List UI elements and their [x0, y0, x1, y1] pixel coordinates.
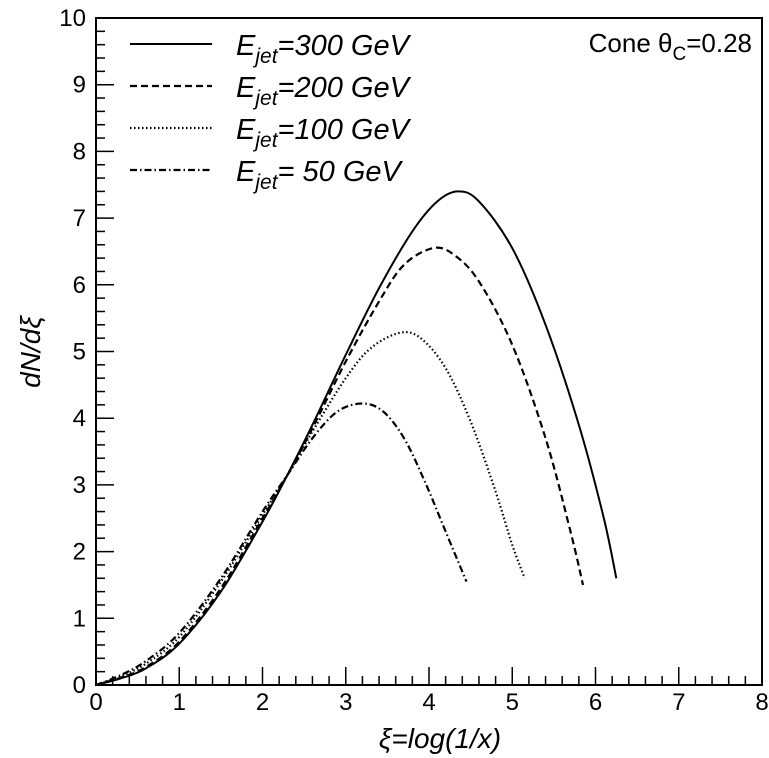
y-axis-label: dN/dξ — [15, 315, 46, 388]
axes-layer — [95, 17, 763, 686]
y-tick-label: 6 — [73, 272, 86, 299]
x-tick-label: 5 — [506, 689, 519, 716]
y-tick-label: 4 — [73, 405, 86, 432]
y-tick-label: 8 — [73, 138, 86, 165]
y-tick-label: 1 — [73, 605, 86, 632]
y-tick-label: 7 — [73, 205, 86, 232]
legend: Ejet=300 GeV Ejet=200 GeV Ejet=100 GeV Ejet… — [130, 30, 412, 194]
labels-layer: 0 1 2 3 4 5 6 7 8 0 1 2 3 4 5 6 7 8 9 10 — [59, 5, 768, 716]
series-layer — [95, 190, 618, 687]
y-tick-label: 5 — [73, 339, 86, 366]
series-line-3 — [95, 331, 526, 687]
series-line-1 — [95, 190, 618, 686]
series-line-4 — [95, 402, 468, 687]
x-tick-label: 7 — [672, 689, 685, 716]
legend-label-4: Ejet= 50 GeV — [236, 156, 404, 194]
y-tick-label: 2 — [73, 539, 86, 566]
x-tick-label: 6 — [589, 689, 602, 716]
x-tick-label: 8 — [755, 689, 768, 716]
legend-label-2: Ejet=200 GeV — [236, 72, 412, 110]
x-tick-label: 4 — [422, 689, 435, 716]
legend-label-3: Ejet=100 GeV — [236, 114, 412, 152]
y-tick-label: 9 — [73, 72, 86, 99]
legend-label-1: Ejet=300 GeV — [236, 30, 412, 68]
x-axis-label: ξ=log(1/x) — [379, 723, 501, 754]
cone-annotation: Cone θC=0.28 — [589, 28, 752, 65]
plot-frame — [95, 17, 763, 686]
y-tick-label: 10 — [59, 5, 86, 32]
y-tick-label: 3 — [73, 472, 86, 499]
y-tick-label: 0 — [73, 672, 86, 699]
x-tick-label: 1 — [173, 689, 186, 716]
x-tick-label: 2 — [256, 689, 269, 716]
x-tick-label: 0 — [89, 689, 102, 716]
x-tick-label: 3 — [339, 689, 352, 716]
series-line-2 — [95, 246, 585, 687]
